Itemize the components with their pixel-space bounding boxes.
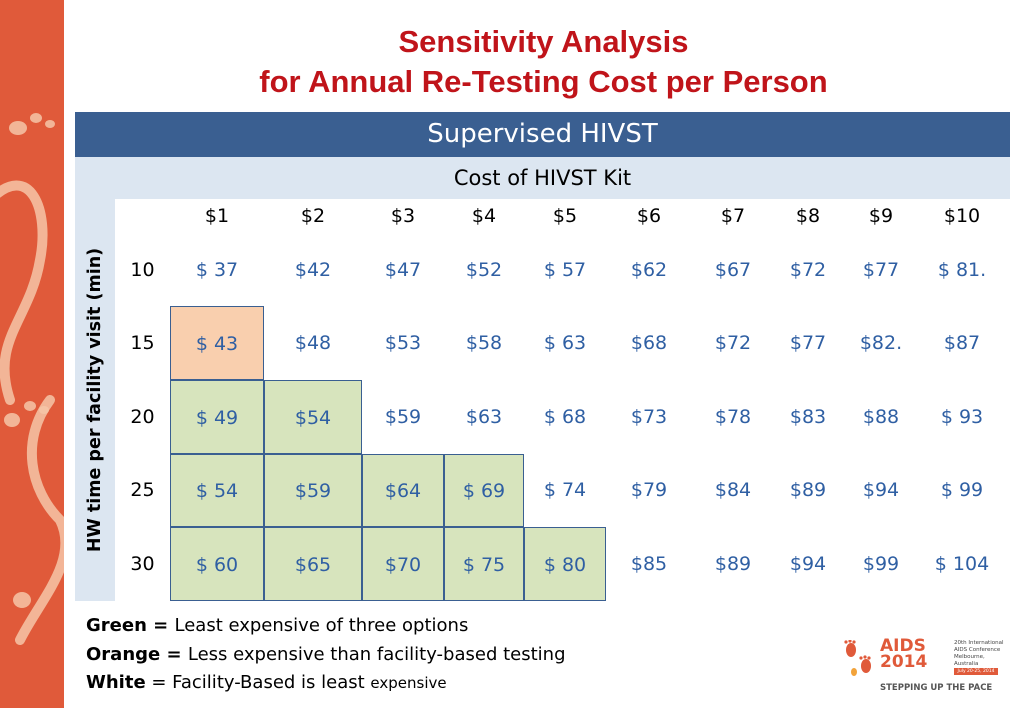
- column-header: $1: [204, 205, 230, 227]
- legend-green-key: Green =: [86, 615, 175, 636]
- table-cell: $ 63: [543, 332, 587, 354]
- legend-orange-text: Less expensive than facility-based testi…: [187, 643, 566, 665]
- table-cell: $58: [465, 332, 503, 354]
- table-cell: $84: [714, 479, 752, 501]
- table-cell: $63: [465, 406, 503, 428]
- logo-line-2: 2014: [880, 652, 928, 672]
- table-cell: $ 93: [940, 406, 984, 428]
- table-cell: $47: [384, 259, 422, 281]
- table-cell: $ 99: [940, 479, 984, 501]
- table-cell: $ 81.: [937, 259, 987, 281]
- title-line-2: for Annual Re-Testing Cost per Person: [259, 64, 828, 99]
- table-header: Supervised HIVST: [75, 112, 1010, 157]
- table-cell: $89: [789, 479, 827, 501]
- logo-conference-line-3: Melbourne, Australia: [954, 654, 985, 667]
- title-line-1: Sensitivity Analysis: [398, 24, 689, 59]
- table-cell: $82.: [859, 332, 903, 354]
- table-cell: $70: [362, 527, 444, 601]
- column-header: $9: [868, 205, 894, 227]
- table-cell: $ 68: [543, 406, 587, 428]
- logo-wordmark: AIDS 2014: [880, 636, 928, 672]
- column-header: $5: [552, 205, 578, 227]
- table-cell: $85: [630, 553, 668, 575]
- row-header: 30: [130, 553, 155, 575]
- column-header: $2: [300, 205, 326, 227]
- column-header: $3: [390, 205, 416, 227]
- table-cell: $ 54: [170, 454, 264, 527]
- table-cell: $88: [862, 406, 900, 428]
- legend-orange-key: Orange =: [86, 643, 188, 665]
- table-cell: $53: [384, 332, 422, 354]
- logo-line-1: AIDS: [880, 636, 926, 656]
- row-header: 15: [130, 332, 155, 354]
- table-cell: $99: [862, 553, 900, 575]
- aids-2014-logo: AIDS 2014 20th International AIDS Confer…: [842, 636, 1004, 696]
- legend: Green = Least expensive of three options…: [86, 612, 566, 698]
- logo-dates: July 20-25, 2014: [954, 668, 998, 675]
- table-cell: $72: [789, 259, 827, 281]
- logo-conference-text: 20th International AIDS Conference Melbo…: [954, 640, 1004, 668]
- slide-title: Sensitivity Analysis for Annual Re-Testi…: [64, 22, 1023, 102]
- table-cell: $68: [630, 332, 668, 354]
- logo-tagline: STEPPING UP THE PACE: [880, 683, 993, 693]
- table-cell: $77: [789, 332, 827, 354]
- table-cell: $65: [264, 527, 362, 601]
- table-cell: $59: [264, 454, 362, 527]
- footprint-pattern-icon: [0, 113, 64, 645]
- table-cell: $ 43: [170, 306, 264, 380]
- table-cell: $94: [789, 553, 827, 575]
- row-header: 25: [130, 479, 155, 501]
- column-header: $6: [636, 205, 662, 227]
- table-cell: $59: [384, 406, 422, 428]
- table-cell: $73: [630, 406, 668, 428]
- row-header: 10: [130, 259, 155, 281]
- table-cell: $67: [714, 259, 752, 281]
- legend-green: Green = Least expensive of three options: [86, 612, 566, 641]
- table-cell: $ 74: [543, 479, 587, 501]
- column-header: $4: [471, 205, 497, 227]
- legend-white: White = Facility-Based is least expensiv…: [86, 669, 566, 698]
- table-cell: $89: [714, 553, 752, 575]
- column-header: $8: [795, 205, 821, 227]
- column-header: $10: [943, 205, 981, 227]
- row-axis-label: HW time per facility visit (min): [85, 247, 105, 553]
- footprints-logo-icon: [844, 640, 871, 676]
- table-cell: $42: [294, 259, 332, 281]
- table-cell: $ 104: [934, 553, 990, 575]
- table-cell: $ 69: [444, 454, 524, 527]
- logo-conference-line-1: 20th International: [954, 640, 1004, 646]
- table-cell: $ 57: [543, 259, 587, 281]
- table-cell: $52: [465, 259, 503, 281]
- table-cell: $78: [714, 406, 752, 428]
- table-cell: $ 75: [444, 527, 524, 601]
- row-axis-label-cell: [75, 199, 115, 601]
- table-cell: $ 49: [170, 380, 264, 454]
- table-cell: $79: [630, 479, 668, 501]
- table-cell: $48: [294, 332, 332, 354]
- table-subheader: Cost of HIVST Kit: [75, 157, 1010, 199]
- decorative-side-band: [0, 0, 64, 708]
- table-cell: $ 60: [170, 527, 264, 601]
- table-cell: $54: [264, 380, 362, 454]
- logo-conference-line-2: AIDS Conference: [954, 647, 1001, 653]
- table-cell: $72: [714, 332, 752, 354]
- table-cell: $77: [862, 259, 900, 281]
- legend-white-text: = Facility-Based is least: [145, 672, 371, 693]
- table-cell: $ 37: [195, 259, 239, 281]
- column-header: $7: [720, 205, 746, 227]
- table-cell: $ 80: [524, 527, 606, 601]
- legend-white-text-small: expensive: [370, 674, 447, 692]
- table-cell: $62: [630, 259, 668, 281]
- table-cell: $64: [362, 454, 444, 527]
- legend-green-text: Least expensive of three options: [174, 615, 469, 636]
- table-cell: $87: [943, 332, 981, 354]
- legend-white-key: White: [86, 672, 146, 693]
- row-header: 20: [130, 406, 155, 428]
- table-cell: $83: [789, 406, 827, 428]
- legend-orange: Orange = Less expensive than facility-ba…: [86, 641, 566, 670]
- table-cell: $94: [862, 479, 900, 501]
